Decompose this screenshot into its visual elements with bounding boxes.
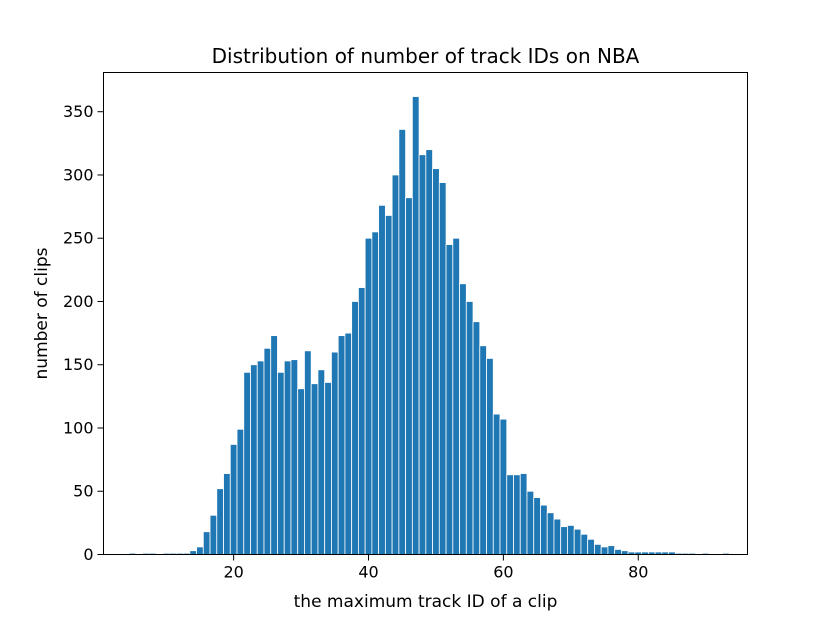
histogram-bar [546,512,555,555]
histogram-bar [324,382,332,555]
histogram-bar [594,543,602,555]
histogram-bar [364,237,373,555]
histogram-bar [492,413,501,555]
histogram-bar [229,444,238,555]
histogram-bar [432,168,440,555]
y-tick-label: 150 [63,355,94,374]
y-tick-label: 0 [83,545,93,564]
y-axis-label: number of clips [32,247,52,379]
y-axis-ticks: 0 50 100 150 200 250 300 350 [63,102,104,564]
histogram-bar [465,301,474,555]
histogram-bar [317,369,326,555]
histogram-bar [445,244,454,555]
y-tick-label: 100 [63,418,94,437]
x-axis-ticks: 20 40 60 80 [223,554,648,582]
histogram-bar [331,351,339,555]
histogram-bar [310,383,319,555]
y-tick-label: 50 [73,482,93,501]
histogram-bar [425,149,433,555]
histogram-bar [580,533,589,555]
histogram-bar [378,204,386,555]
bar-group [128,96,730,555]
histogram-bar [533,497,541,555]
histogram-bar [304,350,312,555]
histogram-bar [344,332,353,555]
histogram-bar [411,96,420,555]
histogram-bar [479,345,487,555]
histogram-bar [472,321,481,555]
histogram-bar [358,287,366,555]
histogram-bar [196,546,204,555]
histogram-bar [202,531,211,555]
histogram-bar [209,514,218,555]
histogram-bar [486,358,494,555]
histogram-bar [620,550,629,555]
histogram-bar [459,283,467,555]
histogram-bar [567,525,575,555]
histogram-bar [607,545,616,555]
histogram-bar [277,371,285,555]
histogram-bar [452,237,460,555]
histogram-bar [614,549,622,555]
histogram-bar [506,474,514,555]
histogram-bar [587,538,595,555]
histogram-bar [223,473,231,555]
histogram-bar [337,335,346,555]
histogram-bar [600,546,609,555]
histogram-bar [391,174,400,555]
histogram-bar [553,518,562,555]
y-tick-label: 200 [63,292,94,311]
histogram-bar [270,335,278,555]
histogram-bar [519,473,528,555]
histogram-bar [371,231,380,555]
y-tick-label: 250 [63,229,94,248]
x-axis-label: the maximum track ID of a clip [294,592,558,612]
histogram-bar [243,371,251,555]
histogram-bar [540,504,548,555]
chart-title: Distribution of number of track IDs on N… [212,44,640,68]
x-tick-label: 60 [493,563,513,582]
histogram-bar [297,388,305,555]
histogram-bar [405,197,413,555]
histogram-bar [560,526,568,555]
histogram-bar [526,490,535,555]
histogram-bar [263,347,272,555]
histogram-bar [573,528,582,555]
histogram-bar [499,418,508,555]
plot-frame [103,72,748,555]
histogram-bar [236,428,245,555]
histogram-bar [250,364,258,555]
x-tick-label: 20 [223,563,243,582]
histogram-bar [513,474,521,555]
x-tick-label: 40 [358,563,378,582]
x-tick-label: 80 [628,563,648,582]
histogram-bar [384,215,393,555]
histogram-bar [283,360,292,555]
histogram-bar [216,488,224,555]
y-tick-label: 350 [63,102,94,121]
histogram-bar [351,301,359,555]
histogram-bar [438,182,447,555]
histogram-bar [418,154,427,555]
histogram-bar [398,129,407,555]
histogram-bar [256,360,265,555]
histogram-bar [290,359,299,555]
y-tick-label: 300 [63,165,94,184]
histogram-bar [189,550,197,555]
